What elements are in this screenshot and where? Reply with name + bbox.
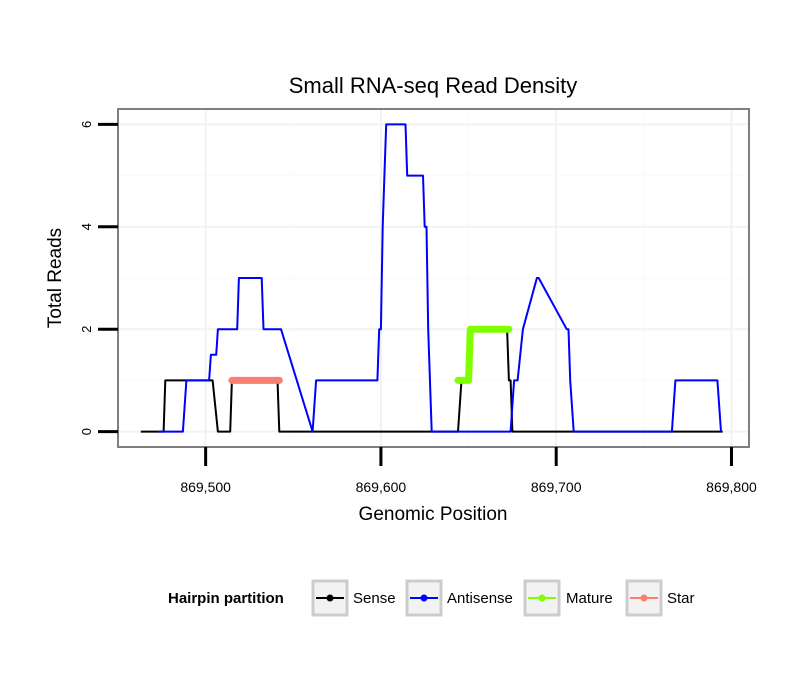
series-line-mature bbox=[454, 325, 513, 384]
legend-key-dot-star bbox=[640, 594, 648, 602]
series-layer bbox=[140, 123, 723, 433]
legend-key-dot-antisense bbox=[420, 594, 428, 602]
y-tick-label-1: 2 bbox=[79, 326, 94, 333]
x-tick-label-1: 869,600 bbox=[356, 479, 407, 495]
legend-label-star: Star bbox=[667, 590, 695, 607]
legend-label-antisense: Antisense bbox=[447, 590, 513, 607]
chart-title: Small RNA-seq Read Density bbox=[289, 73, 578, 98]
y-axis-label: Total Reads bbox=[45, 228, 66, 328]
series-line-antisense bbox=[158, 123, 722, 433]
x-tick-label-2: 869,700 bbox=[531, 479, 582, 495]
x-tick-label-0: 869,500 bbox=[180, 479, 231, 495]
legend-label-mature: Mature bbox=[566, 590, 613, 607]
y-tick-label-3: 6 bbox=[79, 121, 94, 128]
y-tick-label-0: 0 bbox=[79, 428, 94, 435]
x-tick-label-3: 869,800 bbox=[706, 479, 757, 495]
legend-label-sense: Sense bbox=[353, 590, 396, 607]
plot-panel-border bbox=[117, 108, 750, 448]
x-axis: 869,500 869,600 869,700 869,800 bbox=[180, 447, 757, 495]
legend-title: Hairpin partition bbox=[168, 590, 284, 607]
legend: Hairpin partition Sense Antisense Mature St… bbox=[168, 579, 695, 617]
y-axis: 0 2 4 6 bbox=[79, 121, 118, 435]
legend-key-dot-sense bbox=[326, 594, 334, 602]
x-axis-label: Genomic Position bbox=[359, 504, 508, 525]
y-tick-label-2: 4 bbox=[79, 223, 94, 230]
legend-key-dot-mature bbox=[538, 594, 546, 602]
